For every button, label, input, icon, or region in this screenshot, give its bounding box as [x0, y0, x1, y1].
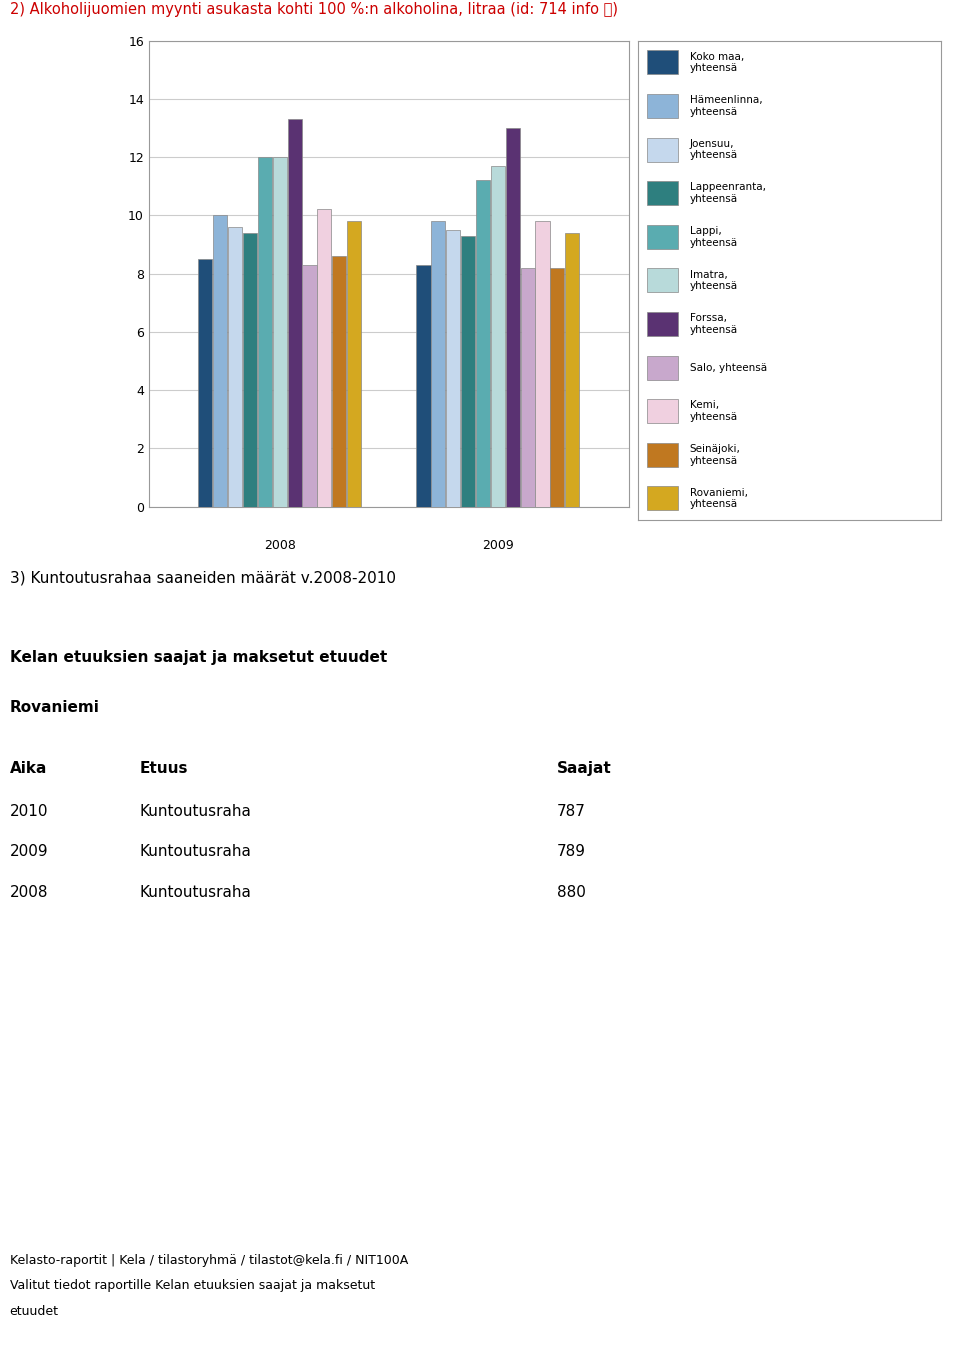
Text: Kelan etuuksien saajat ja maksetut etuudet: Kelan etuuksien saajat ja maksetut etuud…	[10, 650, 387, 665]
Text: 2010: 2010	[10, 804, 48, 819]
Bar	[520, 267, 535, 507]
Text: 2009: 2009	[10, 844, 48, 859]
Text: Imatra,
yhteensä: Imatra, yhteensä	[690, 270, 738, 290]
Bar	[273, 157, 287, 507]
Text: etuudet: etuudet	[10, 1305, 59, 1319]
Bar	[647, 50, 678, 74]
Text: 787: 787	[557, 804, 586, 819]
Text: Etuus: Etuus	[139, 761, 188, 775]
Bar	[647, 269, 678, 292]
Bar	[506, 128, 519, 507]
Bar	[199, 259, 212, 507]
Text: Lappi,
yhteensä: Lappi, yhteensä	[690, 226, 738, 247]
Bar	[536, 222, 549, 507]
Bar	[317, 209, 331, 507]
Text: Kuntoutusraha: Kuntoutusraha	[139, 844, 252, 859]
Bar	[647, 443, 678, 466]
Bar	[417, 265, 431, 507]
Text: Saajat: Saajat	[557, 761, 612, 775]
Text: Kelasto-raportit | Kela / tilastoryhmä / tilastot@kela.fi / NIT100A: Kelasto-raportit | Kela / tilastoryhmä /…	[10, 1254, 408, 1267]
Text: Kuntoutusraha: Kuntoutusraha	[139, 885, 252, 900]
Bar	[347, 222, 361, 507]
Text: Joensuu,
yhteensä: Joensuu, yhteensä	[690, 139, 738, 161]
Bar	[647, 95, 678, 118]
Bar	[647, 399, 678, 423]
Text: Rovaniemi: Rovaniemi	[10, 700, 100, 715]
Bar	[647, 181, 678, 205]
Text: Aika: Aika	[10, 761, 47, 775]
Text: 3) Kuntoutusrahaa saaneiden määrät v.2008-2010: 3) Kuntoutusrahaa saaneiden määrät v.200…	[10, 570, 396, 585]
Text: 789: 789	[557, 844, 586, 859]
Text: 2009: 2009	[482, 539, 514, 553]
Text: 2008: 2008	[10, 885, 48, 900]
Bar	[431, 222, 445, 507]
Text: Kuntoutusraha: Kuntoutusraha	[139, 804, 252, 819]
Bar	[287, 119, 301, 507]
Bar	[243, 232, 257, 507]
Bar	[565, 232, 579, 507]
Text: Lappeenranta,
yhteensä: Lappeenranta, yhteensä	[690, 182, 766, 204]
Bar	[228, 227, 242, 507]
Bar	[550, 267, 564, 507]
Bar	[476, 181, 491, 507]
Bar	[647, 486, 678, 511]
Text: Koko maa,
yhteensä: Koko maa, yhteensä	[690, 51, 744, 73]
Bar	[647, 224, 678, 249]
Bar	[332, 257, 347, 507]
Bar	[647, 138, 678, 162]
Bar	[302, 265, 317, 507]
Bar	[446, 230, 461, 507]
Bar	[647, 355, 678, 380]
Text: Kemi,
yhteensä: Kemi, yhteensä	[690, 400, 738, 422]
Bar	[647, 312, 678, 336]
Text: Salo, yhteensä: Salo, yhteensä	[690, 362, 767, 373]
Bar	[258, 157, 272, 507]
Text: Rovaniemi,
yhteensä: Rovaniemi, yhteensä	[690, 488, 748, 509]
Text: 880: 880	[557, 885, 586, 900]
Text: Valitut tiedot raportille Kelan etuuksien saajat ja maksetut: Valitut tiedot raportille Kelan etuuksie…	[10, 1279, 374, 1293]
Text: Seinäjoki,
yhteensä: Seinäjoki, yhteensä	[690, 444, 741, 466]
Text: 2008: 2008	[264, 539, 296, 553]
Bar	[213, 215, 228, 507]
Bar	[461, 235, 475, 507]
Text: Hämeenlinna,
yhteensä: Hämeenlinna, yhteensä	[690, 95, 762, 116]
Text: Forssa,
yhteensä: Forssa, yhteensä	[690, 313, 738, 335]
Text: 2) Alkoholijuomien myynti asukasta kohti 100 %:n alkoholina, litraa (id: 714 inf: 2) Alkoholijuomien myynti asukasta kohti…	[10, 3, 617, 18]
Bar	[491, 166, 505, 507]
